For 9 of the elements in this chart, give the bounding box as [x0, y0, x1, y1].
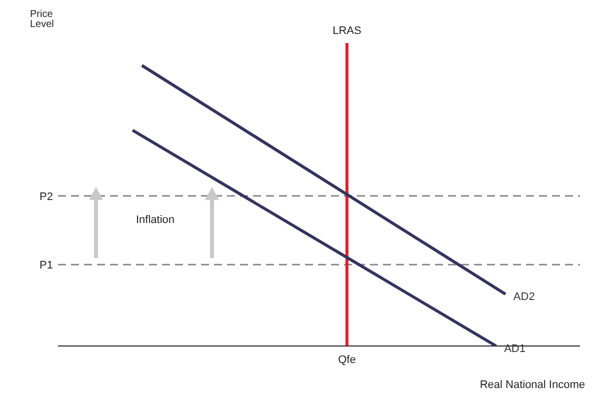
series-label: AD2 [513, 291, 535, 304]
series-label: AD1 [504, 343, 526, 355]
y-axis-title: Price Level [30, 9, 55, 30]
text: LRAS [332, 25, 362, 37]
annotation: Inflation [136, 214, 175, 226]
x-axis-title: Real National Income [480, 379, 585, 391]
ref-line-label: P2 [40, 190, 53, 203]
text: Qfe [337, 354, 357, 366]
ref-line-label: P1 [40, 260, 53, 272]
